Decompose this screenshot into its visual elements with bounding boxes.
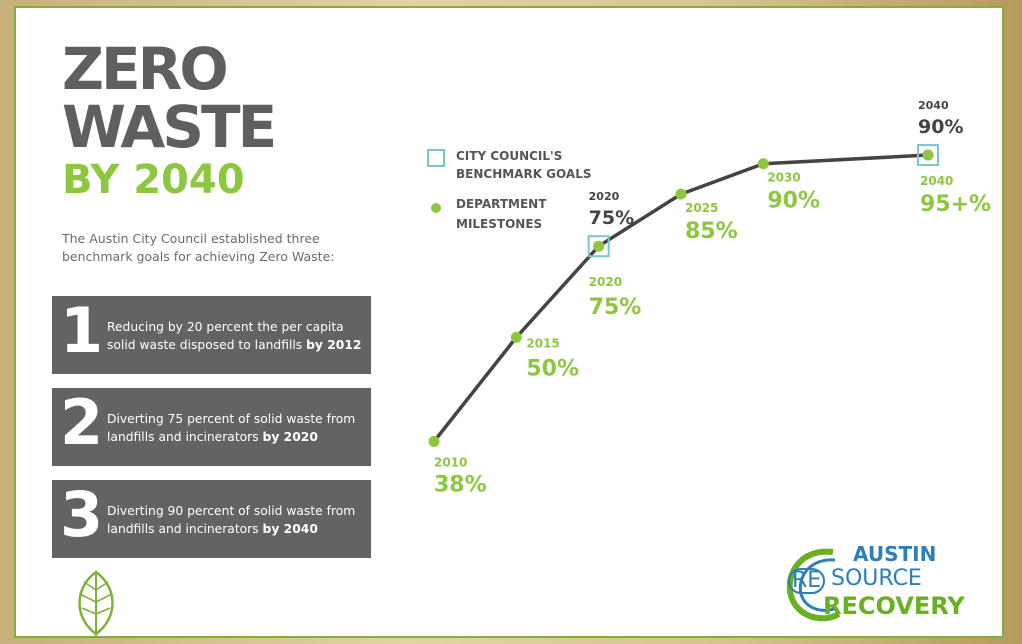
benchmark-value-label: 75%: [589, 207, 634, 229]
milestone-year-label: 2040: [920, 174, 953, 188]
milestone-value-label: 95+%: [920, 192, 991, 217]
logo-recovery: RECOVERY: [823, 592, 965, 620]
logo-source: SOURCE: [831, 566, 922, 591]
milestone-point: [922, 149, 934, 161]
milestone-year-label: 2015: [526, 336, 559, 350]
legend: CITY COUNCIL'S BENCHMARK GOALS DEPARTMEN…: [427, 149, 592, 231]
goal-text: Diverting 90 percent of solid waste from…: [107, 502, 365, 538]
infographic-card: ZERO WASTE BY 2040 The Austin City Counc…: [14, 6, 1004, 638]
goal-deadline: by 2020: [262, 430, 318, 444]
benchmark-year-label: 2020: [589, 190, 620, 203]
milestone-year-label: 2025: [685, 201, 718, 215]
leaf-icon: [78, 570, 114, 636]
legend-benchmark-line1: CITY COUNCIL'S: [456, 149, 562, 163]
milestone-value-label: 90%: [767, 189, 820, 214]
benchmark-marker: [587, 235, 610, 258]
goal-description: Reducing by 20 percent the per capita so…: [107, 320, 344, 352]
milestone-value-label: 50%: [526, 356, 579, 381]
title-zero: ZERO: [62, 35, 229, 103]
goal-number: 1: [60, 294, 104, 367]
goal-number: 2: [60, 386, 104, 459]
milestone-year-label: 2010: [434, 456, 467, 470]
title-by-2040: BY 2040: [62, 157, 245, 203]
intro-text: The Austin City Council established thre…: [62, 231, 335, 264]
milestone-value-label: 75%: [589, 295, 642, 320]
goal-number: 3: [60, 478, 104, 551]
milestone-point: [675, 188, 687, 200]
milestone-year-label: 2030: [767, 171, 800, 185]
goal-text: Reducing by 20 percent the per capita so…: [107, 318, 365, 354]
logo-re: RE: [788, 568, 826, 594]
goal-deadline: by 2040: [262, 522, 318, 536]
legend-milestones-line1: DEPARTMENT: [456, 197, 547, 211]
benchmark-legend-icon: [427, 149, 445, 167]
milestone-value-label: 38%: [434, 473, 487, 498]
legend-milestones-line2: MILESTONES: [456, 217, 542, 231]
goal-description: Diverting 75 percent of solid waste from…: [107, 412, 356, 444]
milestone-year-label: 2020: [589, 275, 622, 289]
logo-austin: AUSTIN: [853, 542, 937, 566]
benchmark-year-label: 2040: [918, 99, 949, 112]
milestone-value-label: 85%: [685, 219, 738, 244]
legend-benchmark-line2: BENCHMARK GOALS: [456, 167, 592, 181]
goal-deadline: by 2012: [306, 338, 362, 352]
milestone-point: [510, 331, 522, 343]
austin-resource-recovery-logo: AUSTIN RE SOURCE RECOVERY: [781, 538, 996, 628]
title-waste: WASTE: [62, 93, 277, 161]
goal-description: Diverting 90 percent of solid waste from…: [107, 504, 356, 536]
milestone-point: [757, 158, 769, 170]
plot-area: 2010 38% 2015 50% 2020 75% 2025 85% 2030 90% 2040 9…: [428, 99, 991, 498]
milestone-point: [428, 436, 440, 447]
goal-box-3: 3 Diverting 90 percent of solid waste fr…: [52, 480, 371, 558]
benchmark-value-label: 90%: [918, 116, 963, 138]
goal-box-1: 1 Reducing by 20 percent the per capita …: [52, 296, 371, 374]
milestone-legend-icon: [431, 203, 441, 213]
milestone-line: [432, 153, 929, 443]
benchmark-marker: [917, 144, 939, 167]
goal-text: Diverting 75 percent of solid waste from…: [107, 410, 365, 446]
milestone-point: [593, 240, 605, 252]
goal-box-2: 2 Diverting 75 percent of solid waste fr…: [52, 388, 371, 466]
milestone-chart: CITY COUNCIL'S BENCHMARK GOALS DEPARTMEN…: [427, 99, 991, 498]
